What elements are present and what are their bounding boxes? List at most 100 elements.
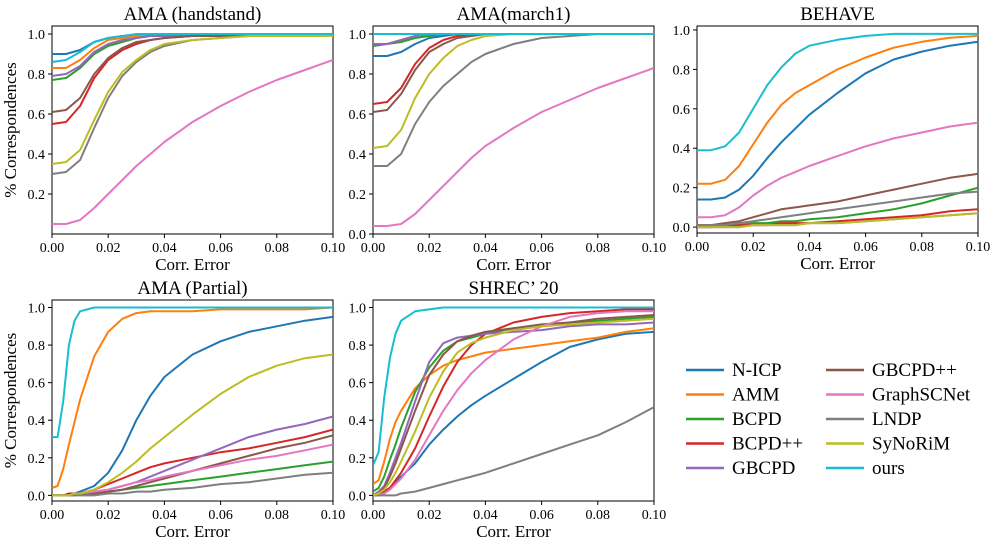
series-group [373,306,654,497]
x-tick-label: 0.04 [797,240,822,255]
legend-label-gbcpd: GBCPD [732,458,795,479]
x-tick-label: 0.06 [208,508,233,523]
y-tick-label: 1.0 [673,24,691,39]
legend-label-bcpd: BCPD [732,409,782,430]
y-tick-label: 0.6 [28,108,46,123]
y-tick-label: 0.0 [28,489,46,504]
plot-frame [51,25,334,235]
chart-panel-3: BEHAVE 0.00 0.02 0.04 0.06 0.08 0.10 0.0 0.2 0.4 0… [673,4,991,273]
legend: N-ICP AMM BCPD BCPD++ GBCPD GBCPD++ GraphSCNet… [686,360,971,479]
x-axis-label: Corr. Error [155,522,230,541]
y-tick-label: 0.2 [673,182,691,197]
y-tick-label: 1.0 [28,302,46,317]
series-line-lndp [373,406,654,497]
y-tick-label: 0.4 [28,148,46,163]
x-tick-label: 0.08 [265,508,290,523]
series-line-n-icp [373,330,654,497]
series-group [52,33,333,225]
series-group [52,306,333,497]
y-tick-label: 0.8 [349,68,367,83]
chart-title: BEHAVE [800,4,875,25]
x-axis-label: Corr. Error [800,254,875,273]
y-tick-label: 0.2 [28,188,46,203]
legend-label-amm: AMM [732,385,780,406]
series-line-ours [697,32,978,152]
chart-title: AMA (handstand) [124,4,262,25]
y-tick-label: 0.0 [349,489,367,504]
series-line-ours [52,33,333,63]
x-tick-label: 0.00 [361,508,386,523]
series-line-synorim [697,212,978,229]
series-line-lndp [697,190,978,227]
y-tick-label: 0.6 [28,377,46,392]
chart-title: AMA (Partial) [137,278,247,299]
y-tick-label: 0.2 [349,188,367,203]
x-tick-label: 0.10 [321,241,346,256]
y-axis-label: % Correspondences [1,333,20,469]
x-tick-label: 0.08 [586,508,611,523]
legend-label-bcpdplusplus: BCPD++ [732,434,803,455]
x-tick-label: 0.06 [529,508,554,523]
y-tick-label: 0.6 [673,103,691,118]
series-line-ours [52,306,333,439]
x-tick-label: 0.00 [40,241,65,256]
series-line-graphscnet [373,67,654,227]
x-axis-label: Corr. Error [476,255,551,274]
y-tick-label: 0.6 [349,377,367,392]
series-line-gbcpdplusplus [697,172,978,227]
series-line-synorim [52,353,333,497]
x-tick-label: 0.04 [152,508,177,523]
series-line-amm [52,306,333,489]
x-tick-label: 0.04 [152,241,177,256]
y-tick-label: 0.2 [28,452,46,467]
x-tick-label: 0.06 [853,240,878,255]
legend-label-lndp: LNDP [872,409,922,430]
series-line-graphscnet [697,121,978,219]
series-line-gbcpd [52,415,333,497]
y-tick-label: 0.8 [28,68,46,83]
y-tick-label: 0.6 [349,108,367,123]
y-tick-label: 0.4 [28,414,46,429]
x-tick-label: 0.04 [473,241,498,256]
x-tick-label: 0.10 [321,508,346,523]
x-tick-label: 0.02 [741,240,766,255]
y-tick-label: 0.8 [673,63,691,78]
chart-title: AMA(march1) [457,4,571,25]
x-tick-label: 0.00 [685,240,710,255]
chart-panel-1: AMA (handstand) 0.00 0.02 0.04 0.06 0.08 0.10 0… [1,4,345,274]
x-tick-label: 0.10 [642,241,667,256]
x-tick-label: 0.04 [473,508,498,523]
y-tick-label: 0.8 [349,339,367,354]
x-tick-label: 0.08 [586,241,611,256]
series-group [697,32,978,229]
y-axis-label: % Correspondences [1,62,20,198]
chart-panel-4: AMA (Partial) 0.00 0.02 0.04 0.06 0.08 0.10 0.0… [1,278,345,541]
y-tick-label: 1.0 [28,28,46,43]
plot-frame [51,299,334,502]
series-line-lndp [52,35,333,175]
x-tick-label: 0.08 [265,241,290,256]
x-tick-label: 0.10 [966,240,991,255]
legend-label-gbcpdplusplus: GBCPD++ [872,360,957,381]
series-line-gbcpdplusplus [373,314,654,497]
legend-label-ours: ours [872,458,905,479]
x-tick-label: 0.02 [417,241,442,256]
y-tick-label: 0.4 [349,148,367,163]
x-axis-label: Corr. Error [476,522,551,541]
x-tick-label: 0.02 [96,508,121,523]
legend-label-n-icp: N-ICP [732,360,782,381]
x-tick-label: 0.00 [40,508,65,523]
series-line-n-icp [697,40,978,201]
series-line-gbcpd [373,321,654,497]
series-line-ours [373,306,654,466]
x-axis-label: Corr. Error [155,255,230,274]
chart-panel-5: SHREC’ 20 0.00 0.02 0.04 0.06 0.08 0.10 0.0 0.2 0… [349,278,667,541]
series-line-n-icp [52,315,333,497]
series-line-synorim [373,33,654,149]
x-tick-label: 0.00 [361,241,386,256]
y-tick-label: 0.8 [28,339,46,354]
series-line-graphscnet [52,59,333,225]
y-tick-label: 1.0 [349,28,367,43]
x-tick-label: 0.08 [910,240,935,255]
chart-title: SHREC’ 20 [469,278,559,299]
